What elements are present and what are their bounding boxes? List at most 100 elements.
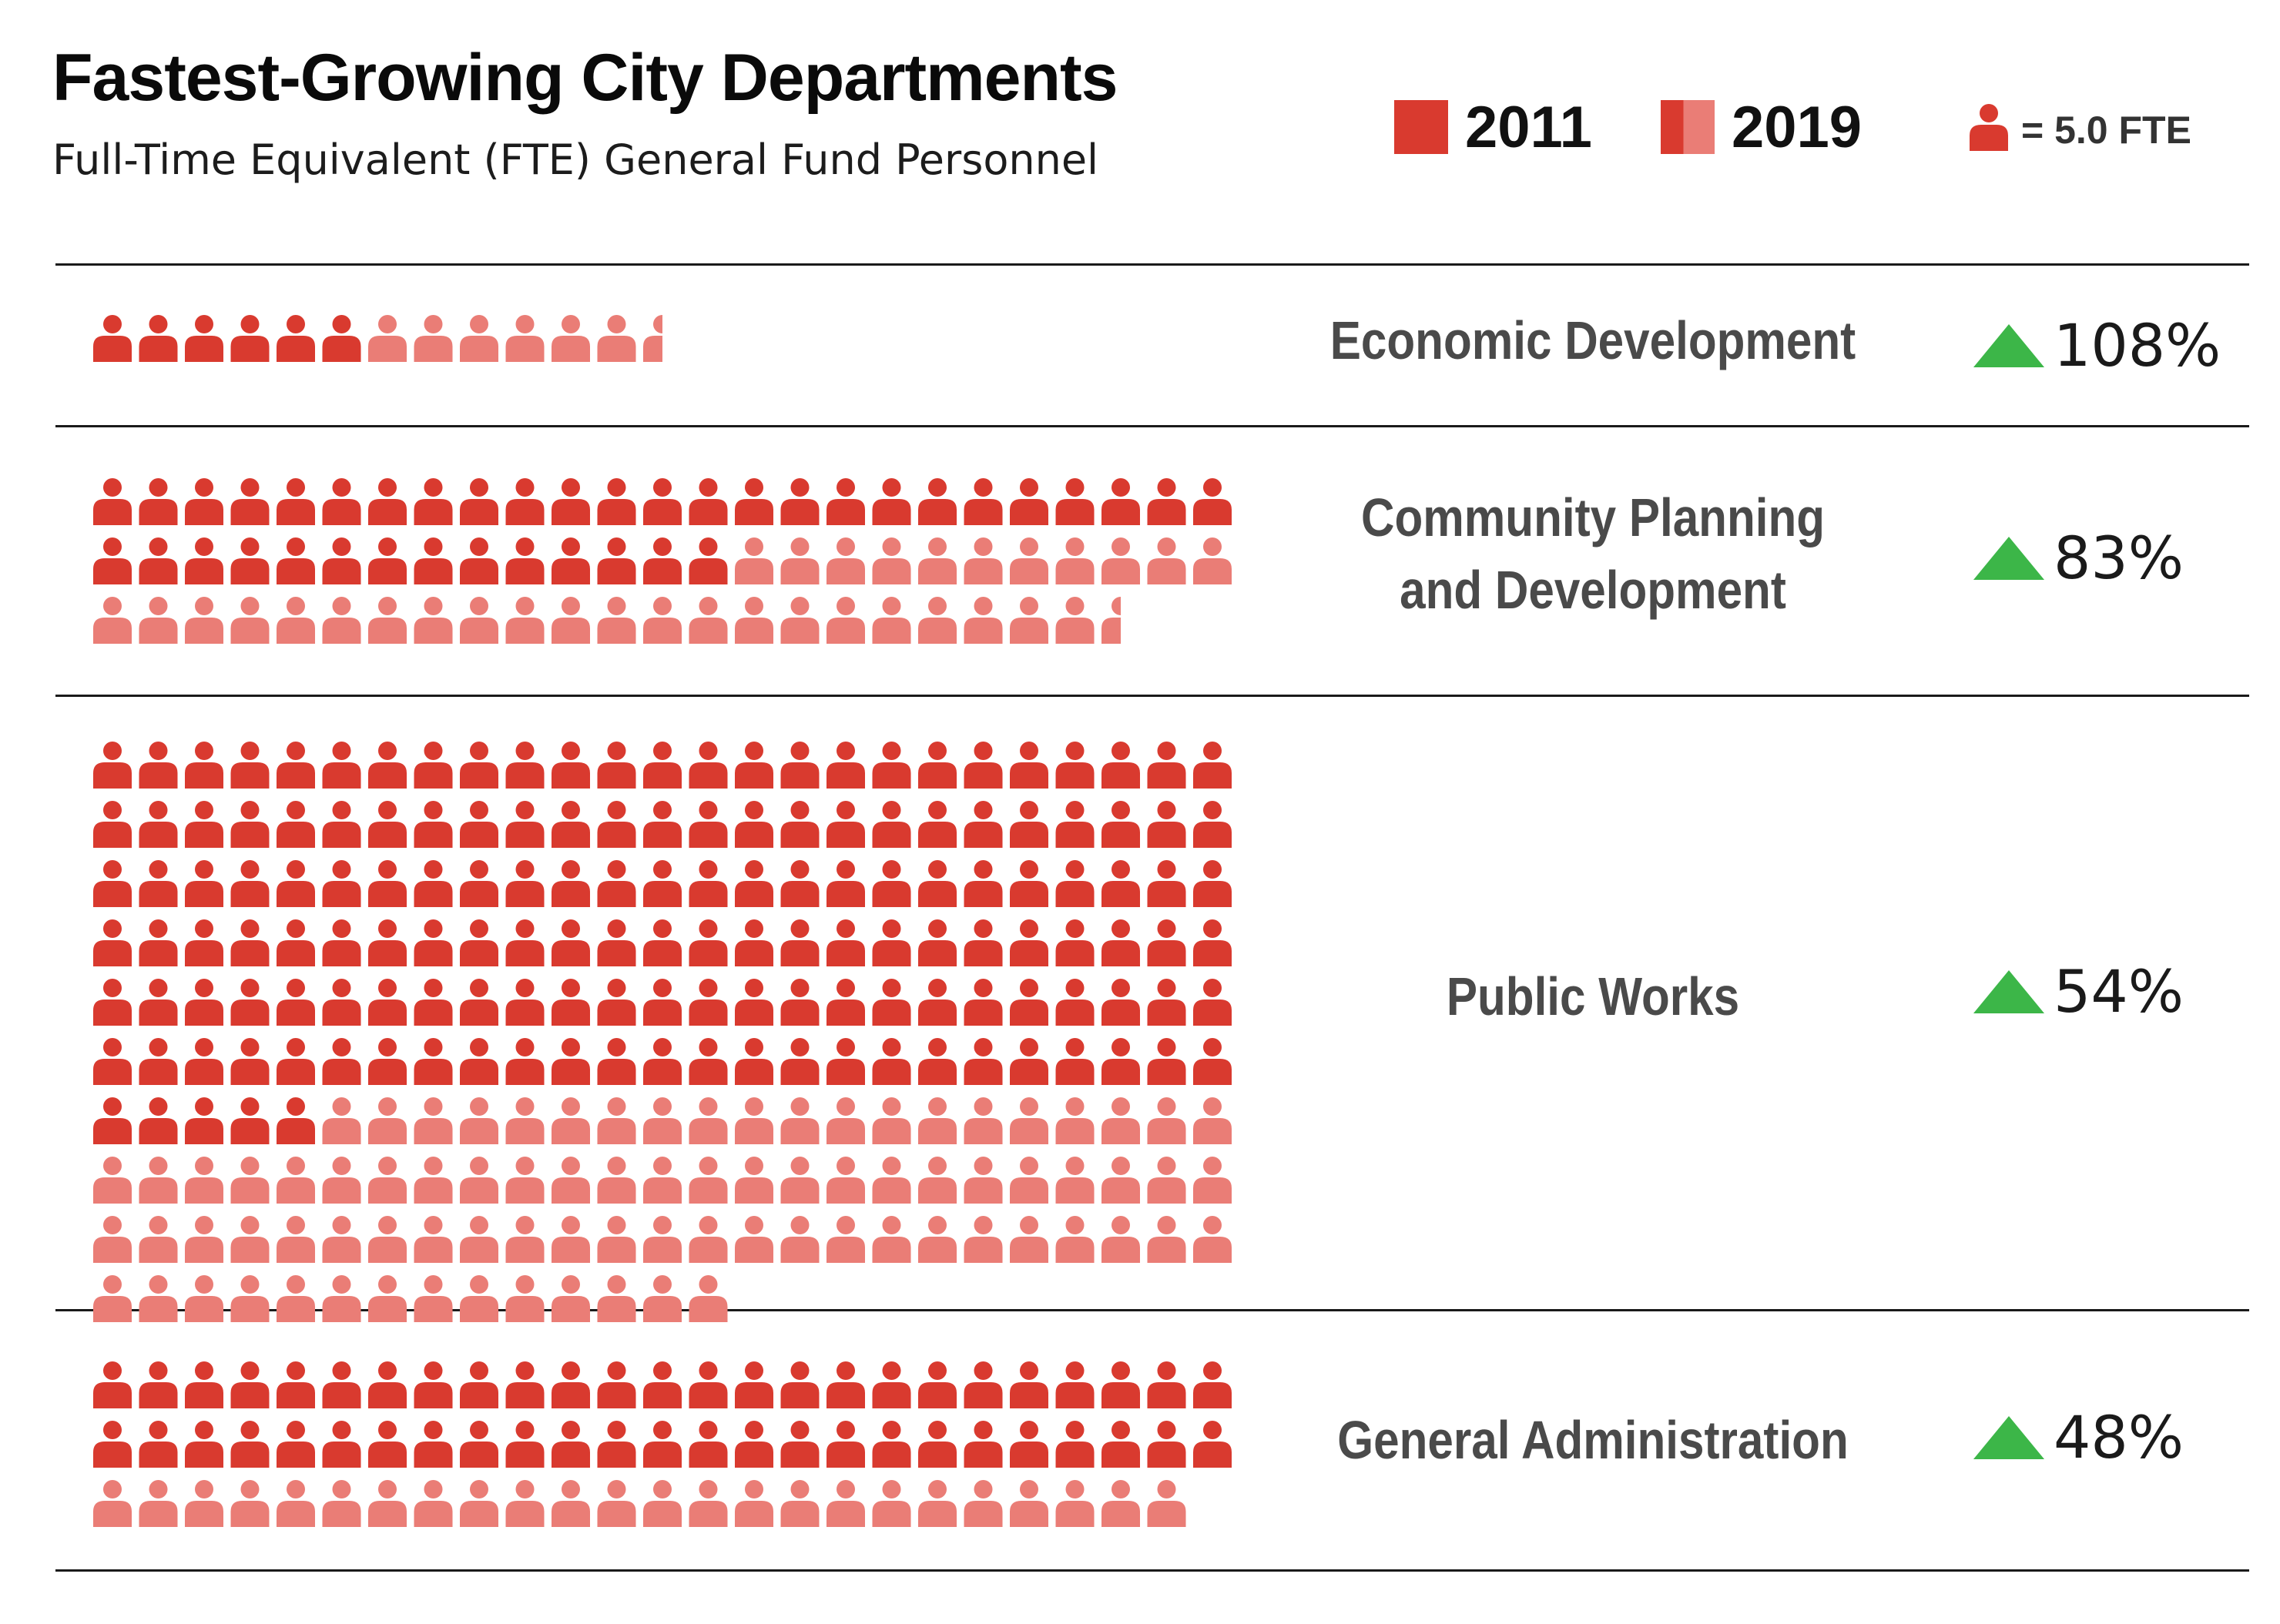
triangle-up-icon: [1973, 969, 2044, 1013]
person-icon: [277, 1157, 315, 1204]
person-icon: [368, 1097, 407, 1144]
person-icon: [918, 1097, 957, 1144]
person-icon: [735, 1097, 773, 1144]
person-icon: [1055, 1097, 1095, 1144]
person-icon: [93, 537, 132, 584]
person-icon: [414, 478, 453, 525]
person-icon: [414, 1480, 453, 1527]
person-icon: [735, 801, 773, 848]
person-icon: [322, 801, 361, 848]
person-icon: [552, 478, 590, 525]
person-icon: [1101, 1480, 1140, 1527]
person-icon: [322, 742, 361, 789]
person-icon: [93, 1480, 132, 1527]
person-icon: [505, 478, 545, 525]
person-icon: [230, 1421, 270, 1468]
person-icon: [735, 1480, 773, 1527]
person-icon: [1147, 979, 1186, 1026]
person-icon: [964, 537, 1003, 584]
person-icon: [1193, 979, 1232, 1026]
person-icon: [1055, 1157, 1095, 1204]
person-icon: [230, 1275, 270, 1322]
person-icon: [1147, 537, 1186, 584]
person-icon: [643, 979, 682, 1026]
person-icon: [93, 860, 132, 907]
person-icon: [139, 1097, 178, 1144]
person-icon: [185, 860, 223, 907]
person-icon: [1055, 1421, 1095, 1468]
person-icon: [918, 801, 957, 848]
person-icon: [460, 860, 498, 907]
person-icon: [1055, 860, 1095, 907]
person-icon: [460, 1157, 498, 1204]
row-separator: [55, 695, 2249, 697]
legend-label-2011: 2011: [1465, 95, 1592, 160]
person-icon: [414, 1097, 453, 1144]
person-icon: [872, 742, 911, 789]
person-icon: [139, 478, 178, 525]
person-icon: [460, 1038, 498, 1085]
person-icon: [597, 919, 636, 966]
person-icon: [643, 1361, 682, 1408]
person-icon: [643, 1216, 682, 1263]
person-icon: [93, 1275, 132, 1322]
person-icon: [460, 597, 498, 644]
person-icon: [139, 1275, 178, 1322]
person-icon: [277, 979, 315, 1026]
person-icon: [552, 1480, 590, 1527]
person-icon: [414, 1157, 453, 1204]
person-icon: [643, 537, 682, 584]
legend-unit-label: = 5.0 FTE: [2021, 109, 2191, 152]
person-icon: [643, 801, 682, 848]
person-icon: [277, 1361, 315, 1408]
dept-label-line: Economic Development: [1329, 310, 1856, 370]
person-icon: [414, 597, 453, 644]
person-icon: [230, 597, 270, 644]
person-icon: [505, 315, 545, 362]
dept-label-line: General Administration: [1337, 1410, 1849, 1470]
person-icon: [918, 537, 957, 584]
person-icon: [872, 1421, 911, 1468]
person-icon: [460, 1216, 498, 1263]
person-icon: [1193, 537, 1232, 584]
person-icon: [1010, 801, 1048, 848]
person-icon: [505, 919, 545, 966]
person-icon: [368, 801, 407, 848]
legend-label-2019: 2019: [1732, 95, 1863, 160]
person-icon: [322, 1421, 361, 1468]
person-icon: [872, 597, 911, 644]
person-icon: [1147, 1361, 1186, 1408]
person-icon: [368, 860, 407, 907]
person-icon: [505, 1157, 545, 1204]
person-icon: [780, 860, 820, 907]
person-icon: [139, 860, 178, 907]
person-icon: [1193, 1097, 1232, 1144]
person-icon: [964, 1216, 1003, 1263]
person-icon: [505, 1275, 545, 1322]
person-icon: [689, 597, 728, 644]
person-icon: [185, 801, 223, 848]
person-icon: [689, 1038, 728, 1085]
person-icon: [368, 1480, 407, 1527]
person-icon: [918, 597, 957, 644]
person-icon: [735, 919, 773, 966]
person-icon: [964, 742, 1003, 789]
person-icon: [597, 537, 636, 584]
person-icon: [552, 1421, 590, 1468]
person-icon: [185, 1038, 223, 1085]
person-icon: [460, 1275, 498, 1322]
person-icon: [277, 315, 315, 362]
person-icon: [230, 478, 270, 525]
person-icon: [230, 1480, 270, 1527]
person-icon: [826, 919, 865, 966]
row-separator: [55, 263, 2249, 266]
person-icon: [139, 801, 178, 848]
person-icon: [1010, 919, 1048, 966]
person-icon: [277, 860, 315, 907]
person-icon: [277, 1480, 315, 1527]
person-icon: [185, 1275, 223, 1322]
person-icon: [414, 537, 453, 584]
dept-change-community-planning: 83%: [1973, 524, 2184, 592]
person-icon: [872, 860, 911, 907]
